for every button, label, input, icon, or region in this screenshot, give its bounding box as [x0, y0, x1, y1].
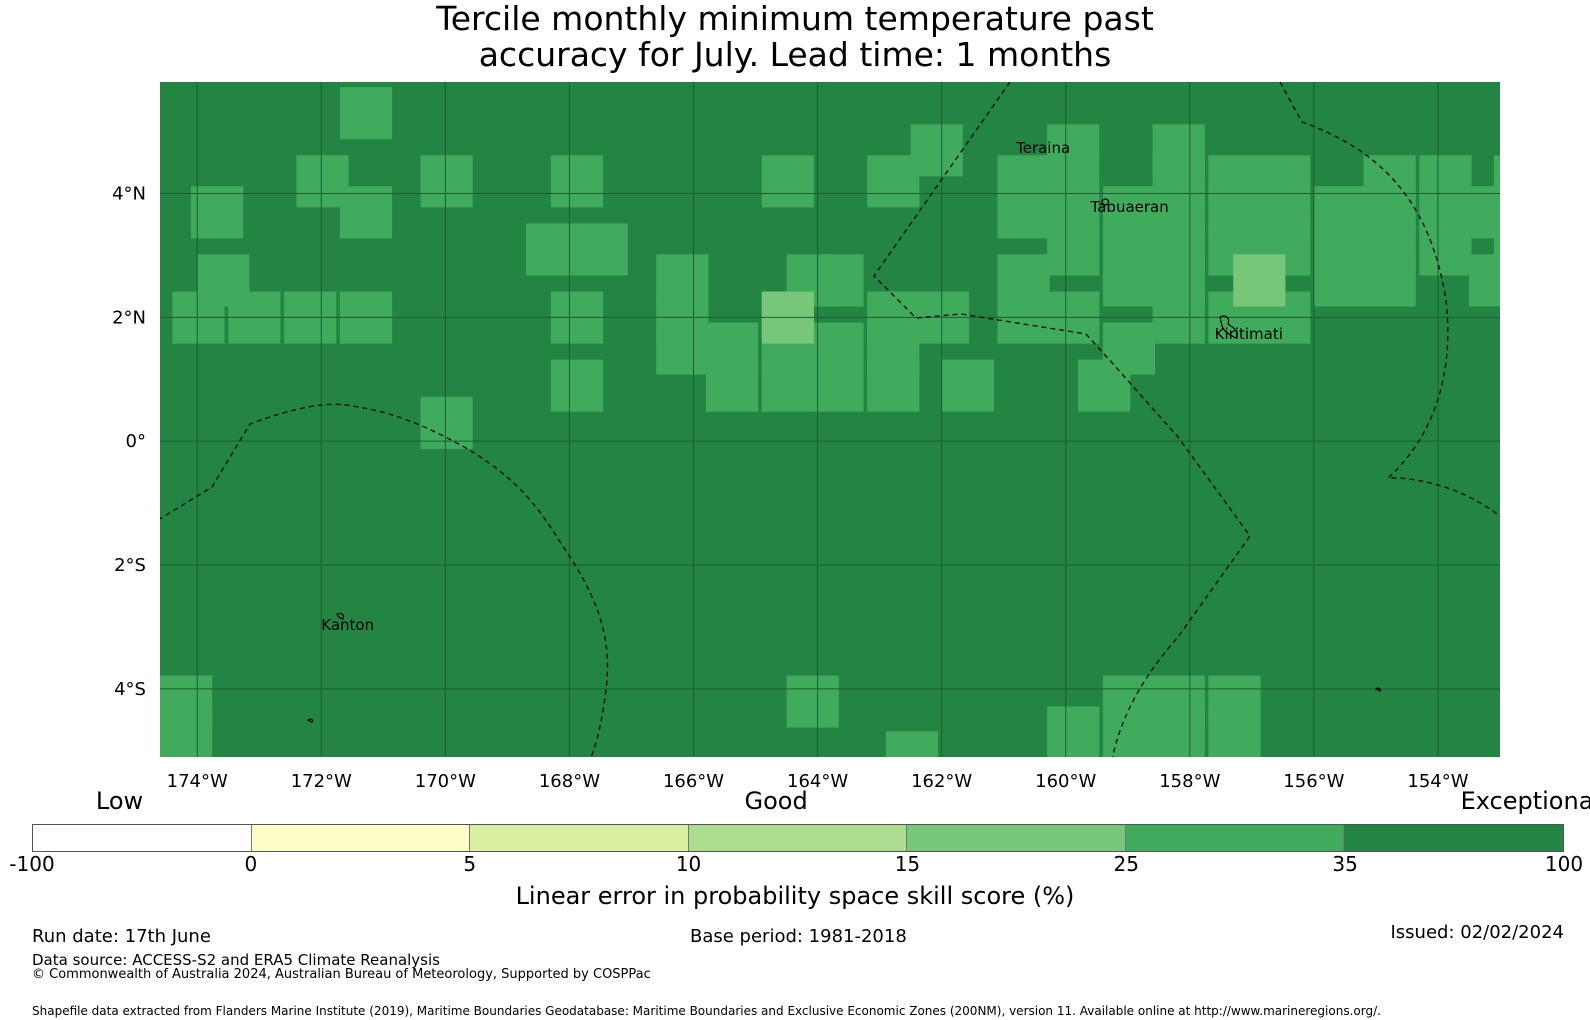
lon-tick-label: 168°W — [539, 771, 600, 792]
colorbar-tick-label: -100 — [9, 852, 55, 876]
skill-cell — [1493, 155, 1500, 208]
island-kiritimati — [1219, 315, 1238, 339]
shapefile-credit: Shapefile data extracted from Flanders M… — [32, 1004, 1381, 1018]
colorbar-tick-label: 100 — [1544, 852, 1584, 876]
colorbar-tick-label: 15 — [894, 852, 921, 876]
skill-cell — [1493, 223, 1500, 276]
lat-tick-label: 2°S — [114, 555, 146, 576]
skill-cell — [339, 87, 393, 140]
lat-tick-label: 2°N — [112, 307, 146, 328]
skill-cell — [575, 223, 628, 276]
lat-tick-label: 4°S — [114, 679, 146, 700]
island-small-2 — [1374, 687, 1382, 692]
skill-cell — [1419, 223, 1472, 276]
skill-cell — [1047, 223, 1100, 276]
colorbar-tick-label: 35 — [1332, 852, 1358, 876]
skill-cells — [160, 87, 1500, 757]
lon-tick-label: 164°W — [787, 771, 848, 792]
eez-boundary-line-islands-north — [873, 82, 1251, 757]
skill-cell — [550, 359, 604, 412]
skill-cell — [1102, 706, 1156, 757]
skill-cell — [420, 396, 473, 449]
eez-boundary-phoenix — [160, 403, 609, 757]
colorbar-segment — [470, 825, 689, 851]
place-label: Kanton — [321, 616, 374, 634]
islands — [306, 198, 1382, 723]
skill-cell — [867, 359, 920, 412]
lon-tick-label: 154°W — [1407, 771, 1468, 792]
skill-cell — [761, 155, 814, 208]
colorbar-tick-label: 25 — [1113, 852, 1140, 876]
skill-cell — [1102, 322, 1156, 375]
run-date: Run date: 17th June — [32, 926, 211, 947]
colorbar-label: Linear error in probability space skill … — [515, 882, 1075, 910]
issued-date: Issued: 02/02/2024 — [1390, 922, 1564, 943]
skill-cell — [339, 186, 393, 239]
latitude-ticks: 4°N 2°N 0° 2°S 4°S — [112, 183, 146, 699]
skill-cell — [1152, 706, 1205, 757]
lon-tick-label: 166°W — [663, 771, 724, 792]
colorbar-segment — [1125, 825, 1345, 851]
skill-cell — [910, 124, 963, 177]
skill-cell — [705, 359, 759, 412]
skill-cell — [160, 706, 213, 757]
skill-cell — [1102, 254, 1156, 307]
place-label: Kiritimati — [1215, 325, 1283, 343]
skill-cell — [941, 359, 994, 412]
skill-cell — [885, 731, 939, 757]
lon-tick-label: 156°W — [1283, 771, 1344, 792]
graticule — [160, 82, 1500, 757]
colorbar-tick-label: 0 — [244, 852, 258, 876]
island-kanton — [336, 612, 345, 620]
colorbar-segment — [1344, 825, 1564, 851]
skill-cell — [786, 675, 839, 728]
skill-cell — [420, 155, 473, 208]
place-label: Teraina — [1015, 139, 1070, 157]
lon-tick-label: 160°W — [1035, 771, 1096, 792]
map-title-line-2: accuracy for July. Lead time: 1 months — [478, 35, 1112, 74]
skill-cell — [656, 322, 709, 375]
longitude-ticks: 174°W 172°W 170°W 168°W 166°W 164°W 162°W 160°W… — [167, 771, 1469, 792]
colorbar — [32, 824, 1564, 852]
lat-tick-label: 0° — [126, 431, 146, 452]
skill-cell — [1313, 254, 1367, 307]
skill-cell — [761, 359, 814, 412]
data-source: Data source: ACCESS-S2 and ERA5 Climate … — [32, 951, 440, 969]
skill-cell — [1233, 254, 1286, 307]
lon-tick-label: 174°W — [167, 771, 228, 792]
island-tabuaeran — [1101, 198, 1110, 206]
colorbar-segment — [688, 825, 908, 851]
base-period: Base period: 1981-2018 — [690, 926, 907, 947]
skill-cell — [997, 186, 1050, 239]
eez-boundary-line-islands-east — [1279, 82, 1500, 517]
skill-cell — [191, 186, 244, 239]
lon-tick-label: 172°W — [291, 771, 352, 792]
lat-tick-label: 4°N — [112, 183, 146, 204]
colorbar-segment — [907, 825, 1126, 851]
eez-boundaries — [160, 82, 1500, 757]
colorbar-category-label: Good — [744, 787, 808, 815]
lon-tick-label: 158°W — [1159, 771, 1220, 792]
skill-cell — [1363, 254, 1416, 307]
skill-cell — [526, 223, 579, 276]
colorbar-tick-label: 10 — [675, 852, 702, 876]
colorbar-segment — [33, 825, 252, 851]
skill-cell — [1208, 706, 1261, 757]
colorbar-category-label: Low — [95, 787, 144, 815]
skill-cell — [550, 155, 604, 208]
place-labels: Teraina Tabuaeran Kiritimati Kanton — [321, 139, 1283, 634]
map-title-line-1: Tercile monthly minimum temperature past — [436, 0, 1154, 38]
place-label: Tabuaeran — [1090, 198, 1169, 216]
colorbar-segment — [251, 825, 471, 851]
lon-tick-label: 170°W — [415, 771, 476, 792]
island-small-1 — [306, 718, 314, 723]
lon-tick-label: 162°W — [911, 771, 972, 792]
skill-cell — [811, 359, 864, 412]
skill-cell — [1047, 706, 1100, 757]
colorbar-tick-label: 5 — [463, 852, 477, 876]
copyright: © Commonwealth of Australia 2024, Austra… — [32, 967, 651, 982]
colorbar-category-label: Exceptional — [1460, 787, 1590, 815]
